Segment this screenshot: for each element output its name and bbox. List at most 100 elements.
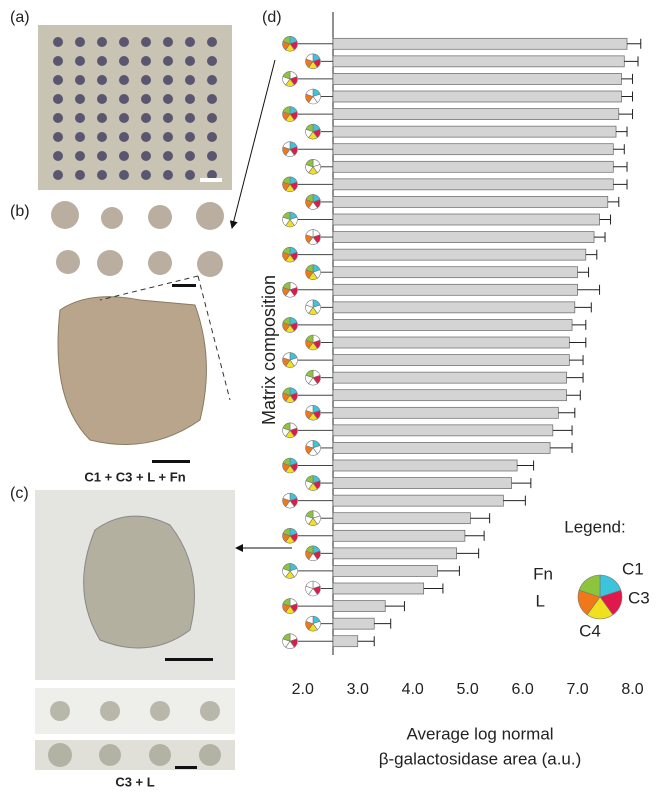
error-bar — [572, 319, 587, 330]
error-bar — [437, 565, 460, 576]
composition-icon — [282, 457, 298, 474]
pie-slice — [305, 475, 314, 484]
x-tick-label: 6.0 — [511, 681, 533, 698]
error-bar — [613, 144, 625, 155]
error-bar — [618, 109, 634, 120]
composition-icon — [305, 264, 321, 280]
spot — [207, 75, 217, 85]
pie-slice — [305, 545, 314, 554]
panel-label: (c) — [10, 485, 29, 502]
spot — [207, 94, 217, 104]
pie-slice — [305, 369, 314, 379]
bar — [332, 565, 438, 577]
spot — [119, 56, 129, 66]
pie-slice — [282, 317, 291, 326]
spot — [185, 75, 195, 85]
micrograph-a — [38, 25, 232, 190]
scale-bar — [152, 460, 190, 463]
error-bar — [566, 390, 581, 401]
pie-slice — [282, 387, 291, 396]
organoid — [57, 296, 207, 445]
pie-slice — [305, 334, 314, 343]
caption: C1 + C3 + L + Fn — [84, 469, 185, 484]
pie-slice — [305, 510, 314, 519]
organoids — [48, 701, 221, 767]
spot — [163, 56, 173, 66]
composition-icon — [282, 563, 298, 579]
pie-slice — [282, 563, 291, 572]
composition-icon — [305, 88, 321, 105]
composition-icon — [305, 580, 321, 597]
spot — [185, 56, 195, 66]
composition-icon — [282, 352, 298, 368]
pie-slice — [305, 123, 314, 133]
scale-bar — [172, 284, 196, 287]
bar — [332, 600, 386, 612]
spot — [207, 151, 217, 161]
scale-bar — [200, 178, 222, 182]
bar — [332, 125, 617, 138]
composition-icon — [305, 229, 321, 245]
bar — [332, 160, 614, 173]
spot — [75, 37, 85, 47]
x-tick-label: 8.0 — [621, 681, 643, 698]
panel-label: (d) — [262, 9, 282, 26]
bar — [332, 406, 559, 419]
bar — [332, 617, 375, 630]
error-bar — [574, 302, 592, 313]
composition-icon — [282, 387, 298, 403]
composition-icon — [305, 53, 321, 70]
bar — [332, 442, 551, 454]
pie-slice — [282, 71, 291, 80]
error-bar — [613, 161, 628, 172]
pie-slice — [282, 176, 291, 185]
error-bar — [558, 407, 576, 418]
pie-slice — [282, 422, 291, 431]
spot — [53, 94, 63, 104]
legend-label: C1 — [622, 559, 644, 578]
error-bar — [599, 214, 612, 225]
bar — [332, 582, 425, 595]
pie-slice — [282, 211, 291, 220]
error-bar — [577, 284, 601, 295]
spot — [185, 37, 195, 47]
bar — [332, 547, 458, 560]
spot — [163, 151, 173, 161]
spot — [163, 132, 173, 142]
panel-label: (b) — [10, 203, 30, 220]
bar — [332, 354, 570, 366]
bar — [332, 459, 518, 472]
error-bar — [569, 337, 587, 348]
spot — [119, 75, 129, 85]
pie-slice — [305, 580, 314, 589]
spot — [75, 113, 85, 123]
pie-slice — [578, 574, 601, 598]
legend-title: Legend: — [564, 517, 625, 536]
pie-slice — [282, 141, 291, 150]
pie-slice — [305, 615, 314, 625]
spot — [207, 56, 217, 66]
spot — [53, 56, 63, 66]
pie-slice — [305, 194, 314, 203]
spot — [119, 37, 129, 47]
error-bar — [550, 442, 573, 453]
micrograph-b — [51, 201, 224, 277]
spot — [97, 56, 107, 66]
error-bar — [594, 232, 606, 243]
composition-icon — [282, 422, 298, 439]
pie-slice — [305, 88, 314, 97]
spot — [75, 132, 85, 142]
bar — [332, 108, 620, 120]
bar — [332, 529, 466, 542]
composition-icon — [305, 369, 321, 386]
error-bar — [374, 618, 392, 629]
spot — [163, 113, 173, 123]
composition-icon — [282, 492, 298, 509]
spot — [119, 132, 129, 142]
bar — [332, 231, 595, 243]
spot — [185, 151, 195, 161]
bar — [332, 143, 614, 156]
pie-slice — [282, 527, 291, 537]
spot — [97, 94, 107, 104]
pie-slice — [282, 457, 291, 466]
